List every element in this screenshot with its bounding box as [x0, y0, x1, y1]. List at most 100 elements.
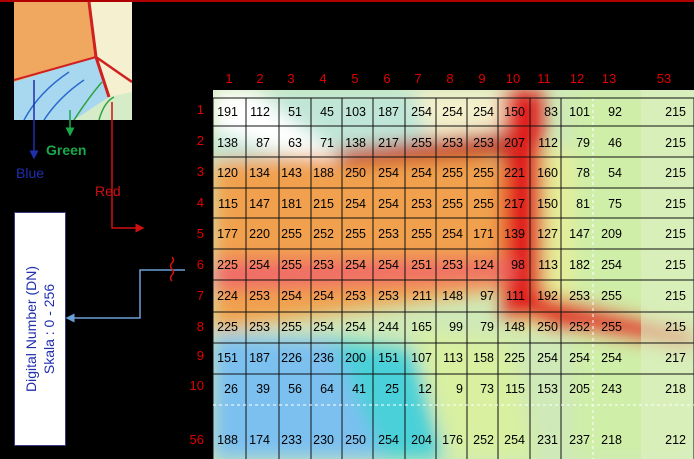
dn-cell: 254: [345, 320, 366, 334]
dn-cell: 97: [480, 289, 494, 303]
dn-cell: 150: [537, 197, 558, 211]
dn-cell: 138: [217, 136, 238, 150]
dn-cell: 254: [378, 433, 399, 447]
dn-cell: 215: [665, 105, 686, 119]
dn-cell: 230: [313, 433, 334, 447]
dn-cell: 217: [504, 197, 525, 211]
dn-cell: 160: [537, 166, 558, 180]
dn-cell: 177: [217, 227, 238, 241]
dn-cell: 220: [249, 227, 270, 241]
dn-cell: 254: [537, 351, 558, 365]
dn-cell: 253: [569, 289, 590, 303]
dn-cell: 78: [576, 166, 590, 180]
row-label: 1: [196, 102, 204, 117]
dn-cell: 255: [442, 166, 463, 180]
dn-cell: 253: [313, 258, 334, 272]
dn-cell: 205: [569, 382, 590, 396]
dn-cell: 254: [378, 197, 399, 211]
dn-cell: 254: [411, 166, 432, 180]
dn-cell: 255: [473, 197, 494, 211]
dn-connector: [65, 269, 185, 323]
dn-cell: 165: [411, 320, 432, 334]
dn-cell: 107: [411, 351, 432, 365]
dn-cell: 254: [601, 351, 622, 365]
dn-cell: 255: [411, 227, 432, 241]
dn-cell: 148: [442, 289, 463, 303]
dn-cell: 254: [504, 433, 525, 447]
dn-cell: 254: [249, 258, 270, 272]
dn-cell: 79: [576, 136, 590, 150]
dn-cell: 255: [442, 197, 463, 211]
dn-cell: 143: [281, 166, 302, 180]
dn-cell: 218: [601, 433, 622, 447]
column-label: 5: [351, 71, 359, 86]
dn-cell: 217: [665, 351, 686, 365]
dn-cell: 174: [249, 433, 270, 447]
wavy-bracket: [169, 256, 175, 282]
row-label: 7: [196, 288, 204, 303]
dn-cell: 253: [473, 136, 494, 150]
dn-cell: 254: [378, 166, 399, 180]
dn-cell: 224: [217, 289, 238, 303]
dn-cell: 151: [217, 351, 238, 365]
dn-cell: 113: [443, 351, 463, 365]
dn-cell: 187: [249, 351, 270, 365]
dn-cell: 73: [480, 382, 494, 396]
dn-cell: 253: [378, 289, 399, 303]
row-label: 56: [189, 432, 204, 447]
dn-cell: 71: [320, 136, 334, 150]
dn-cell: 148: [504, 320, 525, 334]
row-label: 8: [196, 319, 204, 334]
dn-cell: 255: [473, 166, 494, 180]
dn-cell: 217: [378, 136, 399, 150]
dn-cell: 26: [224, 382, 238, 396]
dn-cell: 253: [442, 136, 463, 150]
column-label: 6: [383, 71, 391, 86]
dn-cell: 215: [665, 227, 686, 241]
green-label: Green: [46, 142, 87, 158]
dn-cell: 225: [217, 320, 238, 334]
dn-cell: 254: [313, 320, 334, 334]
dn-cell: 103: [345, 105, 366, 119]
row-label: 6: [196, 257, 204, 272]
dn-cell: 215: [313, 197, 334, 211]
column-label: 7: [414, 71, 422, 86]
dn-cell: 215: [665, 320, 686, 334]
dn-cell: 254: [442, 227, 463, 241]
dn-cell: 75: [608, 197, 622, 211]
dn-cell: 255: [281, 258, 302, 272]
dn-cell: 253: [442, 258, 463, 272]
dn-cell: 98: [511, 258, 525, 272]
dn-cell: 191: [217, 105, 238, 119]
dn-cell: 124: [473, 258, 494, 272]
dn-cell: 255: [281, 227, 302, 241]
dn-cell: 200: [345, 351, 366, 365]
dn-cell: 139: [504, 227, 525, 241]
dn-cell: 45: [320, 105, 334, 119]
dn-cell: 253: [249, 289, 270, 303]
dn-cell: 176: [442, 433, 463, 447]
dn-cell: 99: [449, 320, 463, 334]
dn-cell: 127: [537, 227, 558, 241]
dn-cell: 192: [537, 289, 558, 303]
dn-cell: 255: [601, 320, 622, 334]
dn-cell: 253: [345, 289, 366, 303]
dn-cell: 64: [320, 382, 334, 396]
column-label: 11: [537, 71, 551, 86]
dn-cell: 79: [480, 320, 494, 334]
dn-cell: 46: [608, 136, 622, 150]
dn-cell: 188: [313, 166, 334, 180]
dn-cell: 134: [249, 166, 270, 180]
dn-cell: 150: [504, 105, 525, 119]
dn-cell: 92: [608, 105, 622, 119]
dn-cell: 101: [569, 105, 590, 119]
dn-cell: 254: [569, 351, 590, 365]
dn-cell: 188: [217, 433, 238, 447]
dn-cell: 113: [538, 258, 558, 272]
dn-cell: 254: [601, 258, 622, 272]
dn-cell: 231: [537, 433, 558, 447]
red-arrow: [111, 102, 145, 233]
dn-cell: 207: [504, 136, 525, 150]
dn-cell: 254: [345, 197, 366, 211]
